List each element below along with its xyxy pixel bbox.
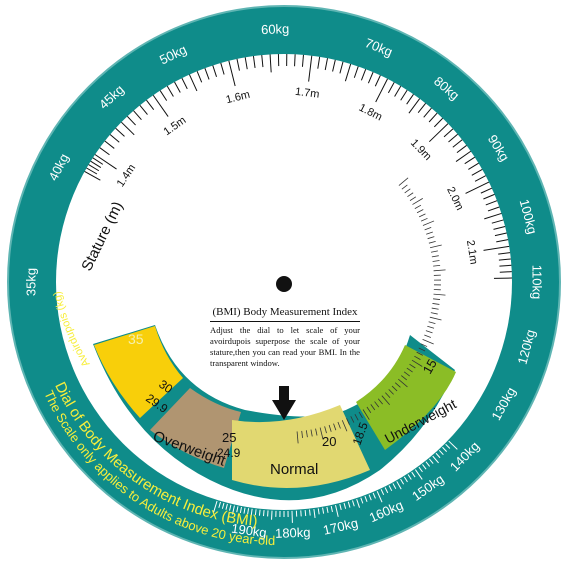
weight-label: 110kg <box>530 265 545 299</box>
stature-tick <box>295 54 296 66</box>
stature-tick <box>500 272 512 273</box>
bmi-label-20: 20 <box>322 434 336 449</box>
weight-tick <box>264 510 265 516</box>
weight-label: 180kg <box>275 525 311 541</box>
center-pivot[interactable] <box>276 276 292 292</box>
bmi-label-35: 35 <box>128 331 144 347</box>
bmi-label-25: 25 <box>222 430 236 445</box>
bmi-info-box: (BMI) Body Measurement Index Adjust the … <box>210 306 360 369</box>
weight-label: 35kg <box>23 268 38 296</box>
weight-label: 60kg <box>261 21 290 37</box>
info-title: (BMI) Body Measurement Index <box>210 306 360 322</box>
zone-label-normal: Normal <box>270 461 318 478</box>
bmi-label-24-9: 24.9 <box>217 446 241 460</box>
info-instructions: Adjust the dial to let scale of your avo… <box>210 325 360 369</box>
weight-tick <box>259 510 260 516</box>
weight-tick <box>310 510 311 516</box>
weight-tick <box>305 510 306 516</box>
